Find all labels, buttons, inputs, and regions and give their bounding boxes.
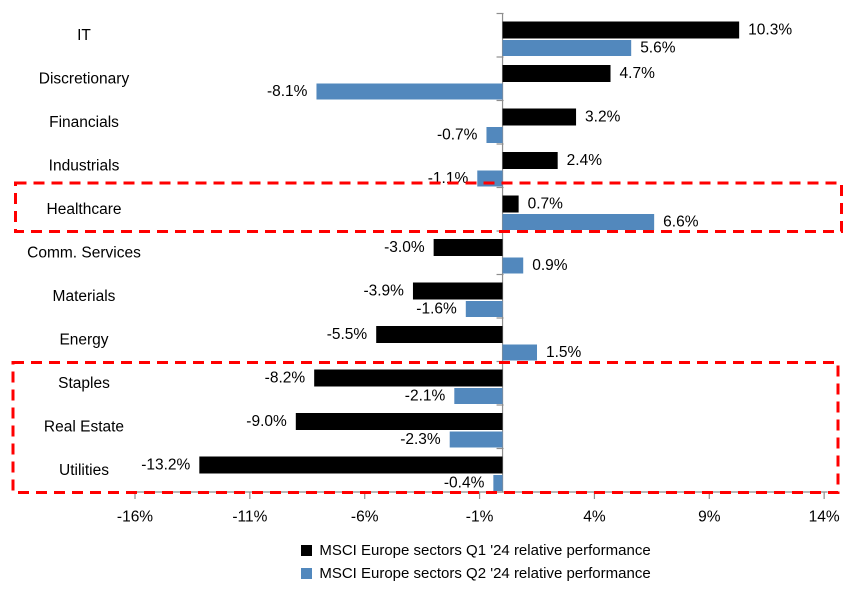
- bar-value-label: 2.4%: [567, 152, 603, 169]
- legend-swatch-q2-icon: [301, 568, 313, 579]
- bar-value-label: -8.2%: [265, 370, 306, 387]
- bar-q1: [502, 152, 558, 169]
- category-label: Materials: [53, 288, 116, 305]
- x-tick-label: 14%: [809, 509, 840, 526]
- category-label: Healthcare: [47, 201, 122, 218]
- bar-q1: [502, 21, 740, 39]
- highlight-box: [14, 181, 843, 233]
- category-label: Comm. Services: [27, 244, 141, 261]
- bar-value-label: -2.1%: [405, 388, 446, 405]
- bar-q1: [376, 326, 503, 343]
- bar-q1: [502, 65, 611, 82]
- bar-value-label: -8.1%: [267, 83, 308, 100]
- category-label: Financials: [49, 114, 119, 131]
- legend-label-q2: MSCI Europe sectors Q2 '24 relative perf…: [319, 565, 651, 582]
- bar-value-label: -3.0%: [384, 239, 425, 256]
- bar-value-label: 5.6%: [640, 40, 676, 57]
- bar-q2: [465, 301, 503, 317]
- x-tick-label: 4%: [583, 509, 606, 526]
- legend-item-q1: MSCI Europe sectors Q1 '24 relative perf…: [301, 542, 651, 559]
- category-label: Utilities: [59, 462, 109, 479]
- bar-q1: [502, 108, 577, 126]
- category-label: Staples: [58, 375, 110, 392]
- bar-q1: [199, 456, 503, 474]
- bar-q2: [502, 40, 632, 56]
- bar-value-label: 3.2%: [585, 109, 621, 126]
- bar-q1: [314, 369, 503, 387]
- x-tick-label: -6%: [351, 509, 379, 526]
- x-tick-label: 9%: [698, 509, 721, 526]
- category-label: Discretionary: [39, 70, 130, 87]
- bar-q2: [502, 257, 524, 274]
- highlight-box: [11, 361, 840, 494]
- bar-q1: [433, 239, 503, 256]
- bar-value-label: 0.9%: [532, 257, 568, 274]
- x-tick-label: -1%: [466, 509, 494, 526]
- bar-q2: [486, 127, 503, 143]
- bar-q2: [449, 431, 503, 448]
- bar-q1: [295, 413, 503, 430]
- bar-q2: [502, 344, 538, 361]
- category-label: Industrials: [49, 157, 120, 174]
- x-tick-label: -11%: [232, 509, 267, 526]
- bar-value-label: -1.6%: [416, 301, 457, 318]
- chart-legend: MSCI Europe sectors Q1 '24 relative perf…: [100, 542, 852, 582]
- bar-value-label: -3.9%: [363, 283, 404, 300]
- bar-value-label: 1.5%: [546, 344, 582, 361]
- bar-q1: [412, 282, 503, 300]
- legend-swatch-q1-icon: [301, 545, 313, 556]
- bar-q2: [493, 475, 503, 491]
- bar-q2: [454, 388, 503, 404]
- legend-item-q2: MSCI Europe sectors Q2 '24 relative perf…: [301, 565, 651, 582]
- bar-value-label: -0.4%: [444, 475, 485, 492]
- bar-q2: [502, 214, 655, 230]
- bar-value-label: 10.3%: [748, 22, 792, 39]
- bar-value-label: -9.0%: [246, 413, 287, 430]
- bar-value-label: 6.6%: [663, 214, 699, 231]
- bar-value-label: -2.3%: [400, 431, 441, 448]
- category-label: IT: [77, 27, 91, 44]
- bar-value-label: 0.7%: [528, 196, 564, 213]
- bar-value-label: -0.7%: [437, 127, 478, 144]
- bar-value-label: 4.7%: [620, 65, 656, 82]
- x-tick-label: -16%: [117, 509, 153, 526]
- bar-value-label: -13.2%: [141, 457, 190, 474]
- bar-value-label: -5.5%: [327, 326, 368, 343]
- bar-q2: [316, 83, 503, 100]
- bar-q1: [502, 195, 519, 213]
- legend-label-q1: MSCI Europe sectors Q1 '24 relative perf…: [319, 542, 651, 559]
- category-label: Energy: [59, 331, 108, 348]
- bar-chart-svg: -16% -11% -6% -1% 4% 9% 14% IT Discretionary Fina…: [11, 12, 843, 526]
- category-label: Real Estate: [44, 418, 124, 435]
